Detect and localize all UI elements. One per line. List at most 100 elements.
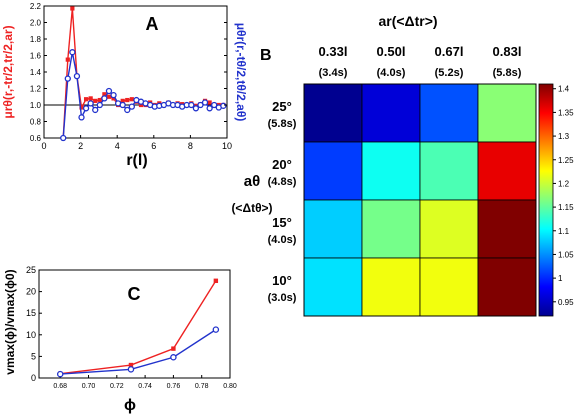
panel-a-series-0-point: [120, 98, 125, 103]
panel-a-series-1-point: [124, 106, 131, 114]
panel-c-ytick-label: 10: [26, 330, 36, 340]
heatmap-row-label: 10°: [272, 273, 292, 288]
panel-a-series-1-point: [201, 99, 209, 106]
panel-a-ylabel-right: μθr(r,-tθ/2,tθ/2,aθ): [234, 23, 248, 122]
panel-a-series-1-point: [197, 101, 204, 109]
panel-a-series-1-point: [192, 105, 200, 112]
panel-a-xtick-label: 6: [151, 141, 156, 151]
heatmap-row-sublabel: (4.0s): [268, 234, 297, 246]
panel-b-row-axis-sublabel: (<Δtθ>): [231, 201, 272, 215]
heatmap-column-sublabel: (3.4s): [319, 67, 348, 79]
panel-a-ytick-label: 1.6: [30, 52, 42, 61]
panel-a-series-1-point: [96, 101, 103, 109]
panel-a-letter: A: [146, 14, 159, 34]
heatmap-cell: [419, 83, 479, 143]
panel-c-letter: C: [128, 284, 141, 304]
panel-c-series-1: [56, 326, 220, 378]
panel-c-series-0-point: [213, 278, 219, 283]
panel-a-series-1-point: [87, 100, 94, 107]
panel-c-xtick-label: 0.70: [82, 383, 96, 390]
heatmap-cell: [477, 257, 537, 317]
heatmap-cell: [303, 257, 363, 317]
panel-c-series-0-point: [171, 346, 176, 351]
heatmap-cell: [361, 257, 421, 317]
panel-a-ytick-label: 1.8: [30, 35, 42, 44]
heatmap-row-label: 20°: [272, 157, 292, 172]
panel-c-ytick-label: 20: [26, 287, 36, 297]
panel-b: B ar(<Δtr>) 0.33l (3.4s) 0.50l (4.0s) 0.67l (…: [231, 13, 574, 317]
panel-a-series-1-point: [128, 103, 135, 110]
panel-a-series-0-point: [93, 98, 98, 103]
heatmap-row-sublabel: (3.0s): [268, 292, 297, 304]
heatmap-row-sublabel: (5.8s): [268, 118, 297, 130]
heatmap-column-sublabel: (5.8s): [493, 67, 522, 79]
heatmap-column-label: 0.67l: [435, 44, 464, 59]
panel-c-xtick-label: 0.68: [53, 383, 67, 390]
colorbar: [538, 83, 554, 317]
heatmap-row-label: 15°: [272, 215, 292, 230]
panel-a-series-0-point: [125, 97, 130, 103]
colorbar-tick-label: 1.35: [558, 108, 574, 117]
panel-a-series-1-point: [110, 91, 117, 99]
panel-a-xtick-label: 10: [222, 141, 232, 151]
colorbar-tick-label: 1.4: [558, 85, 570, 94]
panel-a-xtick-label: 8: [188, 141, 193, 151]
heatmap-cell: [303, 83, 363, 143]
panel-c-ytick-label: 25: [26, 265, 36, 275]
panel-a-series-0-point: [106, 94, 112, 99]
panel-b-row-axis-label: aθ: [244, 173, 260, 190]
panel-a-xtick-label: 0: [41, 141, 46, 151]
panel-a-series-0-point: [102, 92, 107, 97]
heatmap-cell: [419, 199, 479, 259]
heatmap-row-label: 25°: [272, 99, 292, 114]
heatmap-column-label: 0.50l: [377, 44, 406, 59]
panel-a-series-0-point: [65, 57, 70, 62]
panel-c-plot-frame: [38, 269, 231, 379]
panel-a-ytick-label: 2.0: [30, 19, 42, 28]
colorbar-tick-label: 0.95: [558, 298, 574, 307]
colorbar-tick-label: 1: [558, 274, 563, 283]
panel-b-column-axis-label: ar(<Δtr>): [378, 13, 437, 29]
panel-a-series-1-point: [105, 87, 113, 95]
heatmap-row-sublabel: (4.8s): [268, 176, 297, 188]
panel-c-xtick-label: 0.72: [110, 383, 124, 390]
panel-a-series-0-point: [111, 96, 116, 101]
panel-b-letter: B: [260, 47, 272, 64]
panel-a-ytick-label: 1.4: [30, 68, 42, 77]
panel-a-xlabel: r(l): [126, 152, 147, 169]
heatmap-column-sublabel: (5.2s): [435, 67, 464, 79]
panel-a-series-1-point: [92, 106, 99, 114]
panel-c-xlabel: ϕ: [124, 397, 136, 414]
heatmap-cell: [303, 199, 363, 259]
panel-a-series-0-point: [88, 96, 93, 101]
panel-a-series-1-point: [211, 101, 218, 109]
colorbar-tick-label: 1.2: [558, 179, 570, 188]
panel-a-series-0-point: [97, 97, 102, 103]
panel-a-ytick-label: 0.6: [30, 134, 42, 143]
panel-a-series-1-point: [101, 95, 108, 102]
panel-c-series-line: [60, 329, 217, 375]
panel-a-series-1-point: [119, 101, 126, 109]
panel-a: 0 2 4 6 8 10 0.6 0.8 1.0 1.2 1.4 1.6 1.8 2.0 2.2 A r(l…: [1, 2, 248, 169]
heatmap-column-sublabel: (4.0s): [377, 67, 406, 79]
panel-c-series-line: [60, 280, 217, 375]
panel-c-ytick-label: 0: [31, 373, 36, 383]
panel-a-series-1-point: [220, 102, 227, 109]
panel-c-ylabel: vmax(ϕ)/vmax(ϕ0): [3, 269, 17, 374]
panel-c: 0.68 0.70 0.72 0.74 0.76 0.78 0.80 0 5 10 15 20 25 C…: [3, 265, 237, 414]
panel-a-series-1-point: [73, 72, 81, 80]
panel-a-series-1-point: [60, 134, 67, 142]
heatmap-cell: [361, 83, 421, 143]
panel-c-xtick-label: 0.76: [167, 383, 181, 390]
panel-c-series-1-point: [170, 354, 177, 361]
panel-a-series-1-point: [82, 105, 90, 112]
panel-a-ytick-label: 0.8: [30, 118, 42, 127]
panel-c-ytick-label: 5: [31, 351, 36, 361]
panel-a-xtick-label: 2: [78, 141, 83, 151]
panel-a-series-0-point: [129, 97, 134, 102]
panel-a-series-0-point: [79, 105, 84, 110]
panel-a-ytick-label: 1.0: [30, 101, 42, 110]
panel-a-series-1-point: [188, 101, 195, 109]
